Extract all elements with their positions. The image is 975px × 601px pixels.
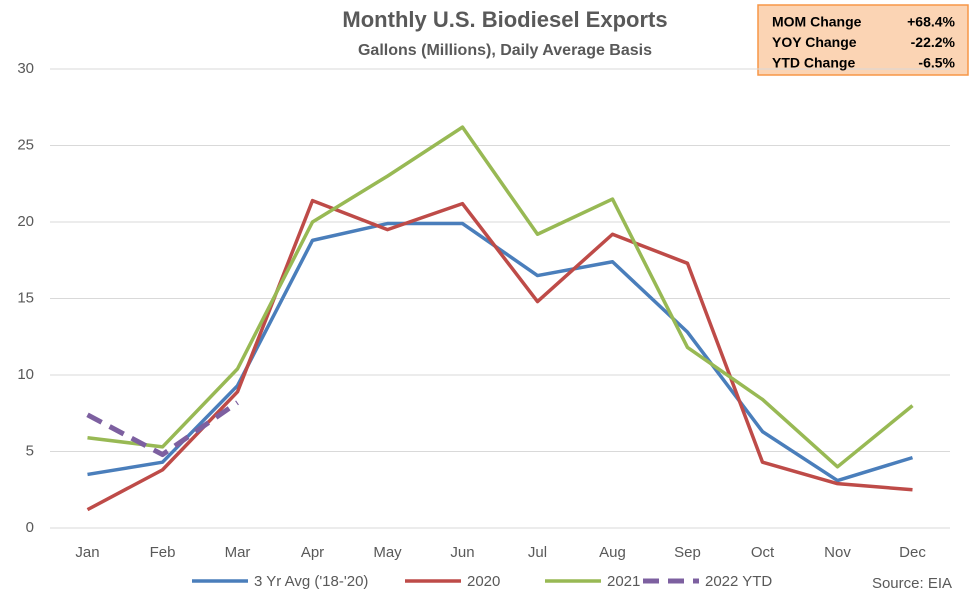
x-tick-label: Jul [528,544,547,561]
legend-label: 3 Yr Avg ('18-'20) [254,573,368,590]
y-tick-label: 30 [17,60,34,77]
source: Source: EIA [872,575,952,592]
y-tick-label: 0 [26,519,34,536]
legend-label: 2022 YTD [705,573,772,590]
x-tick-label: Mar [225,544,251,561]
info-label: YOY Change [772,34,857,50]
x-tick-label: Feb [150,544,176,561]
x-tick-label: Apr [301,544,324,561]
y-tick-label: 20 [17,213,34,230]
y-tick-label: 10 [17,366,34,383]
x-tick-label: Oct [751,544,775,561]
info-value: -6.5% [918,55,955,71]
line [86,198,913,512]
info-value: +68.4% [907,14,955,30]
line [87,221,914,483]
x-tick-label: Sep [674,544,701,561]
info-label: MOM Change [772,14,862,30]
x-tick-label: Jun [450,544,474,561]
x-tick-label: May [373,544,402,561]
x-tick-label: Dec [899,544,926,561]
x-tick-label: Jan [75,544,99,561]
x-tick-label: Nov [824,544,851,561]
legend-label: 2021 [607,573,640,590]
legend-label: 2020 [467,573,500,590]
line [87,125,914,469]
line [86,400,239,458]
chart-title: Monthly U.S. Biodiesel Exports [342,7,667,32]
y-tick-label: 15 [17,289,34,306]
info-label: YTD Change [772,55,855,71]
info-value: -22.2% [911,34,956,50]
chart-subtitle: Gallons (Millions), Daily Average Basis [358,42,652,59]
info-box [757,4,969,76]
y-tick-label: 5 [26,442,34,459]
y-tick-label: 25 [17,136,34,153]
x-tick-label: Aug [599,544,626,561]
